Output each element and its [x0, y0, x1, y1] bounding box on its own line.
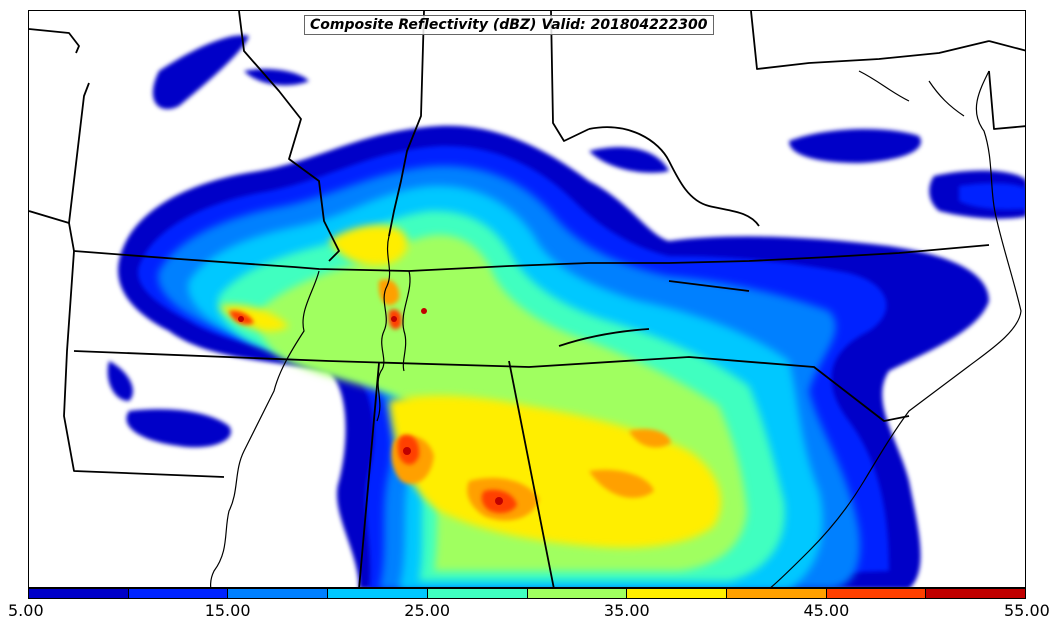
- colorbar-segment: [627, 589, 727, 598]
- colorbar-tick-label: 15.00: [204, 601, 251, 620]
- colorbar-segment: [926, 589, 1026, 598]
- colorbar-segment: [527, 589, 628, 598]
- colorbar-tick-label: 25.00: [404, 601, 451, 620]
- colorbar-tick-label: 45.00: [803, 601, 850, 620]
- colorbar-segment: [726, 589, 827, 598]
- colorbar-segment: [427, 589, 528, 598]
- colorbar-tick-label: 55.00: [1004, 601, 1050, 620]
- colorbar-segment: [128, 589, 229, 598]
- map-svg: [29, 11, 1025, 587]
- colorbar-segment: [228, 589, 329, 598]
- colorbar-tick-label: 5.00: [8, 601, 44, 620]
- colorbar: [28, 588, 1026, 599]
- rivers-and-coastline: [210, 70, 1022, 587]
- colorbar-segment: [328, 589, 428, 598]
- map-title: Composite Reflectivity (dBZ) Valid: 2018…: [304, 15, 714, 35]
- colorbar-segment: [826, 589, 927, 598]
- reflectivity-layer-55: [238, 308, 503, 505]
- state-boundaries: [29, 11, 1025, 587]
- colorbar-segment: [29, 589, 129, 598]
- colorbar-tick-label: 35.00: [603, 601, 650, 620]
- reflectivity-map: [28, 10, 1026, 588]
